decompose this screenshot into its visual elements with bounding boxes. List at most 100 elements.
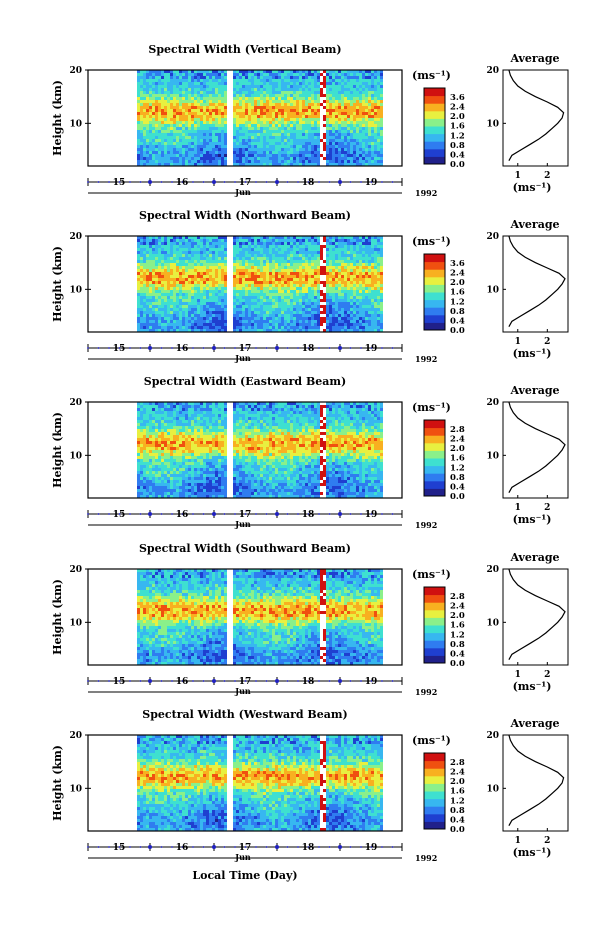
heatmap-cell — [143, 130, 146, 133]
heatmap-cell — [203, 103, 206, 106]
heatmap-cell — [305, 254, 308, 257]
heatmap-cell — [296, 109, 299, 112]
heatmap-cell — [221, 293, 224, 296]
heatmap-cell — [359, 103, 362, 106]
colorbar-tick-label: 2.0 — [450, 112, 465, 122]
heatmap-cell — [350, 245, 353, 248]
heatmap-cell — [236, 281, 239, 284]
heatmap-cell — [263, 76, 266, 79]
heatmap-cell — [215, 305, 218, 308]
heatmap-cell — [155, 275, 158, 278]
heatmap-cell — [149, 242, 152, 245]
heatmap-cell — [155, 88, 158, 91]
heatmap-cell — [329, 154, 332, 157]
heatmap-cell — [182, 320, 185, 323]
heatmap-cell — [263, 296, 266, 299]
heatmap-cell — [209, 103, 212, 106]
heatmap-cell — [212, 133, 215, 136]
heatmap-cell — [248, 311, 251, 314]
heatmap-cell — [332, 290, 335, 293]
heatmap-cell — [338, 257, 341, 260]
heatmap-cell — [299, 121, 302, 124]
heatmap-cell — [257, 296, 260, 299]
heatmap-cell — [143, 326, 146, 329]
heatmap-cell — [350, 82, 353, 85]
heatmap-cell — [359, 242, 362, 245]
heatmap-cell — [161, 151, 164, 154]
heatmap-cell — [188, 124, 191, 127]
heatmap-cell — [341, 91, 344, 94]
heatmap-cell — [185, 127, 188, 130]
heatmap-cell — [266, 136, 269, 139]
heatmap-cell — [188, 305, 191, 308]
heatmap-cell — [206, 118, 209, 121]
heatmap-cell — [173, 97, 176, 100]
heatmap-cell — [221, 317, 224, 320]
heatmap-cell — [179, 275, 182, 278]
heatmap-cell — [326, 260, 329, 263]
heatmap-cell — [212, 130, 215, 133]
heatmap-cell — [251, 127, 254, 130]
heatmap-cell — [176, 266, 179, 269]
heatmap-cell — [152, 160, 155, 163]
heatmap-cell — [317, 245, 320, 248]
heatmap-cell — [170, 308, 173, 311]
heatmap-cell — [296, 305, 299, 308]
heatmap-cell — [164, 76, 167, 79]
heatmap-cell — [242, 79, 245, 82]
heatmap-cell — [212, 245, 215, 248]
heatmap-cell — [143, 242, 146, 245]
heatmap-cell — [275, 160, 278, 163]
heatmap-cell — [173, 323, 176, 326]
heatmap-cell — [251, 160, 254, 163]
heatmap-cell — [200, 151, 203, 154]
heatmap-cell — [311, 103, 314, 106]
heatmap-cell — [152, 121, 155, 124]
heatmap-cell — [173, 91, 176, 94]
heatmap-cell — [362, 118, 365, 121]
heatmap-cell — [143, 88, 146, 91]
heatmap-cell — [305, 94, 308, 97]
heatmap-cell — [341, 148, 344, 151]
heatmap-cell — [347, 139, 350, 142]
heatmap-cell — [236, 130, 239, 133]
heatmap-cell — [242, 151, 245, 154]
heatmap-cell — [266, 160, 269, 163]
heatmap-cell — [185, 133, 188, 136]
heatmap-cell — [203, 121, 206, 124]
heatmap-cell — [323, 302, 326, 305]
heatmap-cell — [347, 302, 350, 305]
heatmap-cell — [248, 254, 251, 257]
heatmap-cell — [317, 106, 320, 109]
heatmap-cell — [149, 275, 152, 278]
heatmap-cell — [257, 145, 260, 148]
heatmap-cell — [140, 299, 143, 302]
heatmap-cell — [194, 139, 197, 142]
heatmap-cell — [176, 254, 179, 257]
heatmap-cell — [269, 263, 272, 266]
heatmap-cell — [194, 266, 197, 269]
heatmap-cell — [353, 308, 356, 311]
heatmap-cell — [221, 97, 224, 100]
heatmap-cell — [143, 76, 146, 79]
heatmap-cell — [302, 260, 305, 263]
heatmap-cell — [278, 130, 281, 133]
heatmap-cell — [179, 299, 182, 302]
heatmap-cell — [176, 154, 179, 157]
heatmap-cell — [221, 275, 224, 278]
heatmap-cell — [182, 287, 185, 290]
heatmap-cell — [173, 293, 176, 296]
heatmap-cell — [353, 100, 356, 103]
heatmap-cell — [257, 278, 260, 281]
heatmap-cell — [203, 112, 206, 115]
heatmap-cell — [356, 245, 359, 248]
heatmap-cell — [224, 254, 227, 257]
heatmap-cell — [173, 160, 176, 163]
heatmap-cell — [260, 109, 263, 112]
heatmap-cell — [215, 142, 218, 145]
heatmap-cell — [194, 157, 197, 160]
heatmap-cell — [263, 254, 266, 257]
heatmap-cell — [275, 308, 278, 311]
heatmap-cell — [161, 73, 164, 76]
heatmap-cell — [215, 73, 218, 76]
